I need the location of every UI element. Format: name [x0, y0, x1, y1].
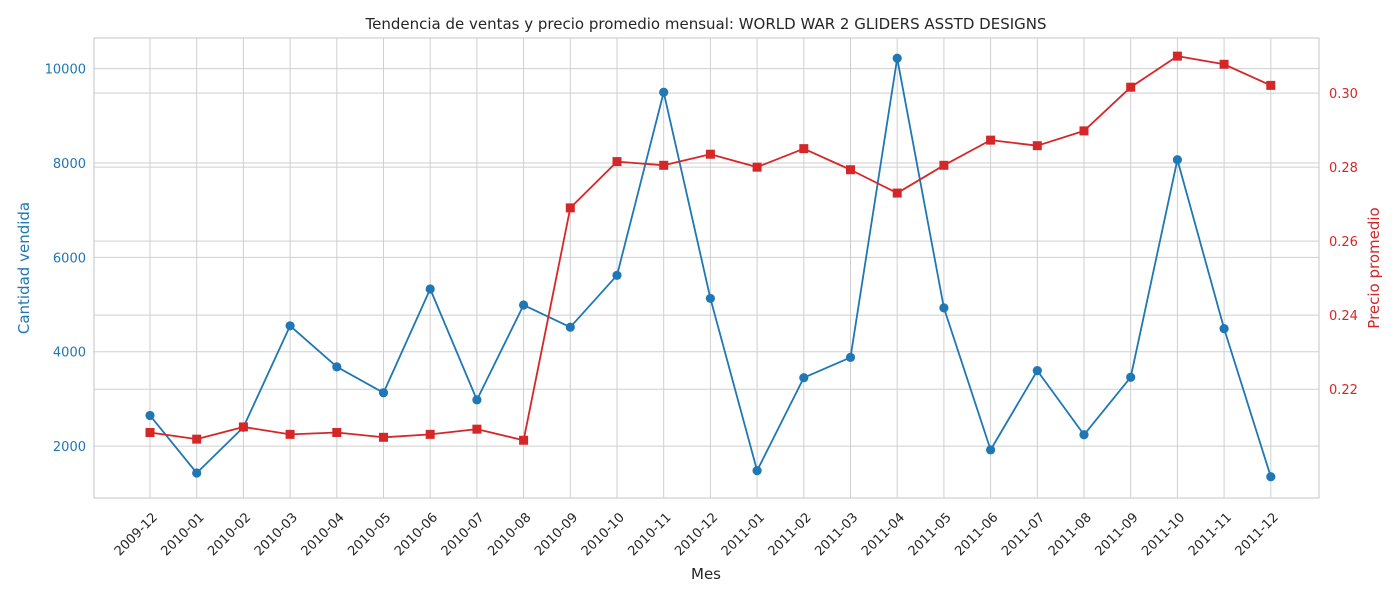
quantity-point — [192, 468, 202, 478]
price-point — [799, 144, 809, 154]
x-tick-label: 2010-04 — [299, 510, 348, 559]
price-point — [519, 435, 529, 445]
x-tick-label: 2011-05 — [906, 510, 955, 559]
quantity-point — [332, 362, 342, 372]
price-point — [332, 427, 342, 437]
quantity-point — [612, 270, 622, 280]
x-tick-label: 2010-11 — [626, 510, 675, 559]
chart-title: Tendencia de ventas y precio promedio me… — [365, 15, 1047, 33]
price-point — [846, 165, 855, 175]
quantity-point — [145, 410, 155, 421]
price-point — [192, 434, 202, 444]
x-tick-label: 2010-01 — [159, 510, 208, 559]
price-point — [1032, 141, 1042, 151]
left-y-tick-label: 6000 — [53, 251, 86, 266]
right-y-tick-label: 0.22 — [1329, 383, 1358, 398]
price-point — [1172, 51, 1182, 61]
quantity-point — [1219, 324, 1229, 334]
price-series — [145, 51, 1276, 445]
right-y-tick-label: 0.30 — [1329, 87, 1358, 102]
left-y-tick-labels: 2000 4000 6000 8000 10000 — [45, 63, 86, 455]
left-y-axis-label: Cantidad vendida — [15, 202, 33, 334]
price-point — [986, 135, 996, 145]
x-tick-label: 2009-12 — [112, 510, 161, 559]
left-y-tick-label: 10000 — [45, 63, 86, 78]
quantity-point — [659, 87, 669, 97]
quantity-point — [1032, 366, 1042, 376]
x-tick-label: 2011-06 — [952, 510, 1001, 559]
x-tick-label: 2010-03 — [252, 510, 301, 559]
price-point — [472, 424, 482, 434]
price-point — [659, 160, 669, 170]
price-point — [1266, 80, 1276, 90]
right-y-tick-label: 0.28 — [1329, 161, 1358, 176]
price-point — [238, 422, 248, 432]
left-y-tick-label: 8000 — [53, 157, 86, 172]
quantity-point — [285, 321, 295, 331]
x-tick-label: 2010-10 — [579, 510, 628, 559]
quantity-point — [378, 388, 389, 398]
x-tick-label: 2010-02 — [205, 510, 254, 559]
x-tick-label: 2011-09 — [1093, 510, 1142, 559]
quantity-point — [519, 300, 529, 310]
quantity-point — [565, 322, 575, 332]
quantity-point — [799, 373, 809, 383]
quantity-series — [145, 53, 1276, 482]
x-tick-label: 2011-12 — [1233, 510, 1282, 559]
x-tick-label: 2011-10 — [1139, 510, 1188, 559]
left-y-gridlines — [94, 68, 1319, 447]
x-tick-label: 2011-01 — [719, 510, 768, 559]
x-tick-labels: 2009-122010-012010-022010-032010-042010-… — [112, 510, 1282, 559]
quantity-point — [1172, 155, 1182, 165]
right-y-gridlines — [94, 92, 1319, 390]
x-tick-label: 2011-02 — [766, 510, 815, 559]
quantity-point — [986, 445, 996, 455]
price-point — [612, 157, 622, 167]
price-point — [752, 162, 762, 172]
quantity-point — [1266, 472, 1276, 482]
price-point — [1126, 82, 1136, 92]
quantity-point — [1126, 372, 1136, 382]
x-tick-label: 2010-09 — [532, 510, 581, 559]
x-tick-label: 2011-07 — [999, 510, 1048, 559]
price-point — [379, 432, 388, 442]
price-point — [892, 188, 902, 198]
quantity-point — [845, 352, 856, 363]
x-tick-label: 2011-03 — [812, 510, 861, 559]
quantity-point — [425, 284, 435, 294]
right-y-tick-labels: 0.22 0.24 0.26 0.28 0.30 — [1329, 87, 1358, 398]
x-tick-label: 2010-05 — [345, 510, 394, 559]
price-point — [565, 203, 575, 213]
right-y-tick-label: 0.24 — [1329, 309, 1358, 324]
quantity-point — [752, 466, 762, 476]
price-point — [1219, 59, 1229, 69]
x-axis-label: Mes — [691, 565, 721, 583]
price-point — [285, 429, 295, 439]
x-gridlines — [149, 38, 1272, 498]
quantity-point — [705, 293, 716, 304]
plot-frame — [93, 37, 1320, 499]
quantity-point — [1079, 430, 1089, 440]
x-tick-label: 2010-07 — [439, 510, 488, 559]
x-tick-label: 2011-04 — [859, 510, 908, 559]
left-y-tick-label: 4000 — [53, 346, 86, 361]
quantity-point — [892, 53, 902, 63]
left-y-tick-label: 2000 — [53, 440, 86, 455]
right-y-tick-label: 0.26 — [1329, 235, 1358, 250]
right-y-axis-label: Precio promedio — [1365, 207, 1383, 328]
x-tick-label: 2011-11 — [1186, 510, 1235, 559]
quantity-point — [472, 395, 482, 405]
x-tick-label: 2011-08 — [1046, 510, 1095, 559]
price-point — [705, 149, 715, 159]
x-tick-label: 2010-08 — [485, 510, 534, 559]
price-point — [939, 160, 949, 170]
quantity-point — [939, 303, 949, 313]
price-point — [1079, 126, 1089, 136]
x-tick-label: 2010-06 — [392, 510, 441, 559]
price-point — [425, 429, 435, 439]
price-point — [145, 427, 155, 437]
x-tick-label: 2010-12 — [672, 510, 721, 559]
